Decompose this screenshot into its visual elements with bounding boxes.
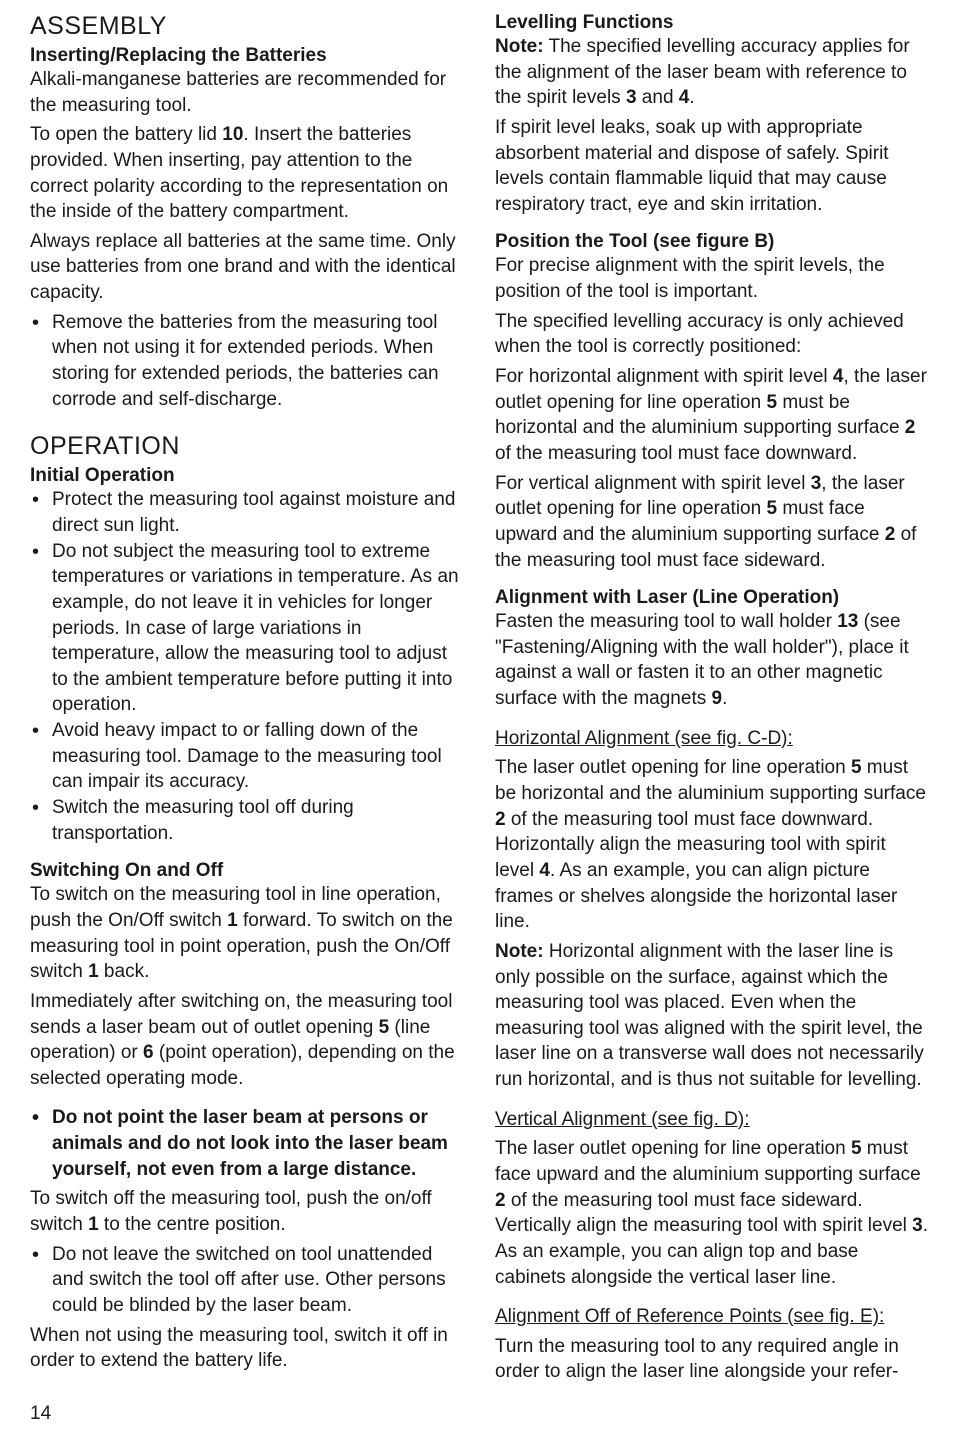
page-number: 14 [30,1403,51,1425]
para-vert-desc: For vertical alignment with spirit level… [495,471,930,574]
list-initial-ops: Protect the measuring tool against moist… [30,487,465,846]
left-column: ASSEMBLY Inserting/Replacing the Batteri… [30,12,465,1389]
list-item-impact: Avoid heavy impact to or falling down of… [52,718,465,795]
list-item-protect: Protect the measuring tool against moist… [52,487,465,538]
para-replace-all: Always replace all batteries at the same… [30,229,465,306]
para-switch-off: To switch off the measuring tool, push t… [30,1186,465,1237]
right-column: Levelling Functions Note: The specified … [495,12,930,1389]
underline-vert: Vertical Alignment (see fig. D): [495,1107,930,1133]
subheading-alignment: Alignment with Laser (Line Operation) [495,587,930,609]
list-battery-remove: Remove the batteries from the measuring … [30,310,465,413]
para-horiz-desc: For horizontal alignment with spirit lev… [495,364,930,467]
subheading-switching: Switching On and Off [30,860,465,882]
para-pos1: For precise alignment with the spirit le… [495,253,930,304]
subheading-insert-batteries: Inserting/Replacing the Batteries [30,45,465,67]
heading-assembly: ASSEMBLY [30,12,465,41]
list-unattend: Do not leave the switched on tool unatte… [30,1242,465,1319]
para-halign: The laser outlet opening for line operat… [495,755,930,934]
para-halign-note: Note: Horizontal alignment with the lase… [495,939,930,1093]
para-ref: Turn the measuring tool to any required … [495,1334,930,1385]
subheading-levelling: Levelling Functions [495,12,930,34]
para-valign: The laser outlet opening for line operat… [495,1136,930,1290]
page-content: ASSEMBLY Inserting/Replacing the Batteri… [0,0,960,1419]
subheading-position: Position the Tool (see figure B) [495,231,930,253]
para-batteries-recommended: Alkali-manganese batteries are recommend… [30,67,465,118]
underline-horiz: Horizontal Alignment (see fig. C-D): [495,726,930,752]
list-item-unattend: Do not leave the switched on tool unatte… [52,1242,465,1319]
list-item-warning: Do not point the laser beam at persons o… [52,1105,465,1182]
list-item-temp: Do not subject the measuring tool to ext… [52,539,465,718]
subheading-initial: Initial Operation [30,465,465,487]
para-switch-on: To switch on the measuring tool in line … [30,882,465,985]
para-laser-beam: Immediately after switching on, the meas… [30,989,465,1092]
para-level-note: Note: The specified levelling accuracy a… [495,34,930,111]
list-laser-warning: Do not point the laser beam at persons o… [30,1105,465,1182]
para-save-battery: When not using the measuring tool, switc… [30,1323,465,1374]
list-item-transport: Switch the measuring tool off during tra… [52,795,465,846]
list-item-remove: Remove the batteries from the measuring … [52,310,465,413]
underline-ref: Alignment Off of Reference Points (see f… [495,1304,930,1330]
para-open-lid: To open the battery lid 10. Insert the b… [30,122,465,225]
para-pos2: The specified levelling accuracy is only… [495,309,930,360]
heading-operation: OPERATION [30,432,465,461]
para-fasten: Fasten the measuring tool to wall holder… [495,609,930,712]
para-leak: If spirit level leaks, soak up with appr… [495,115,930,218]
